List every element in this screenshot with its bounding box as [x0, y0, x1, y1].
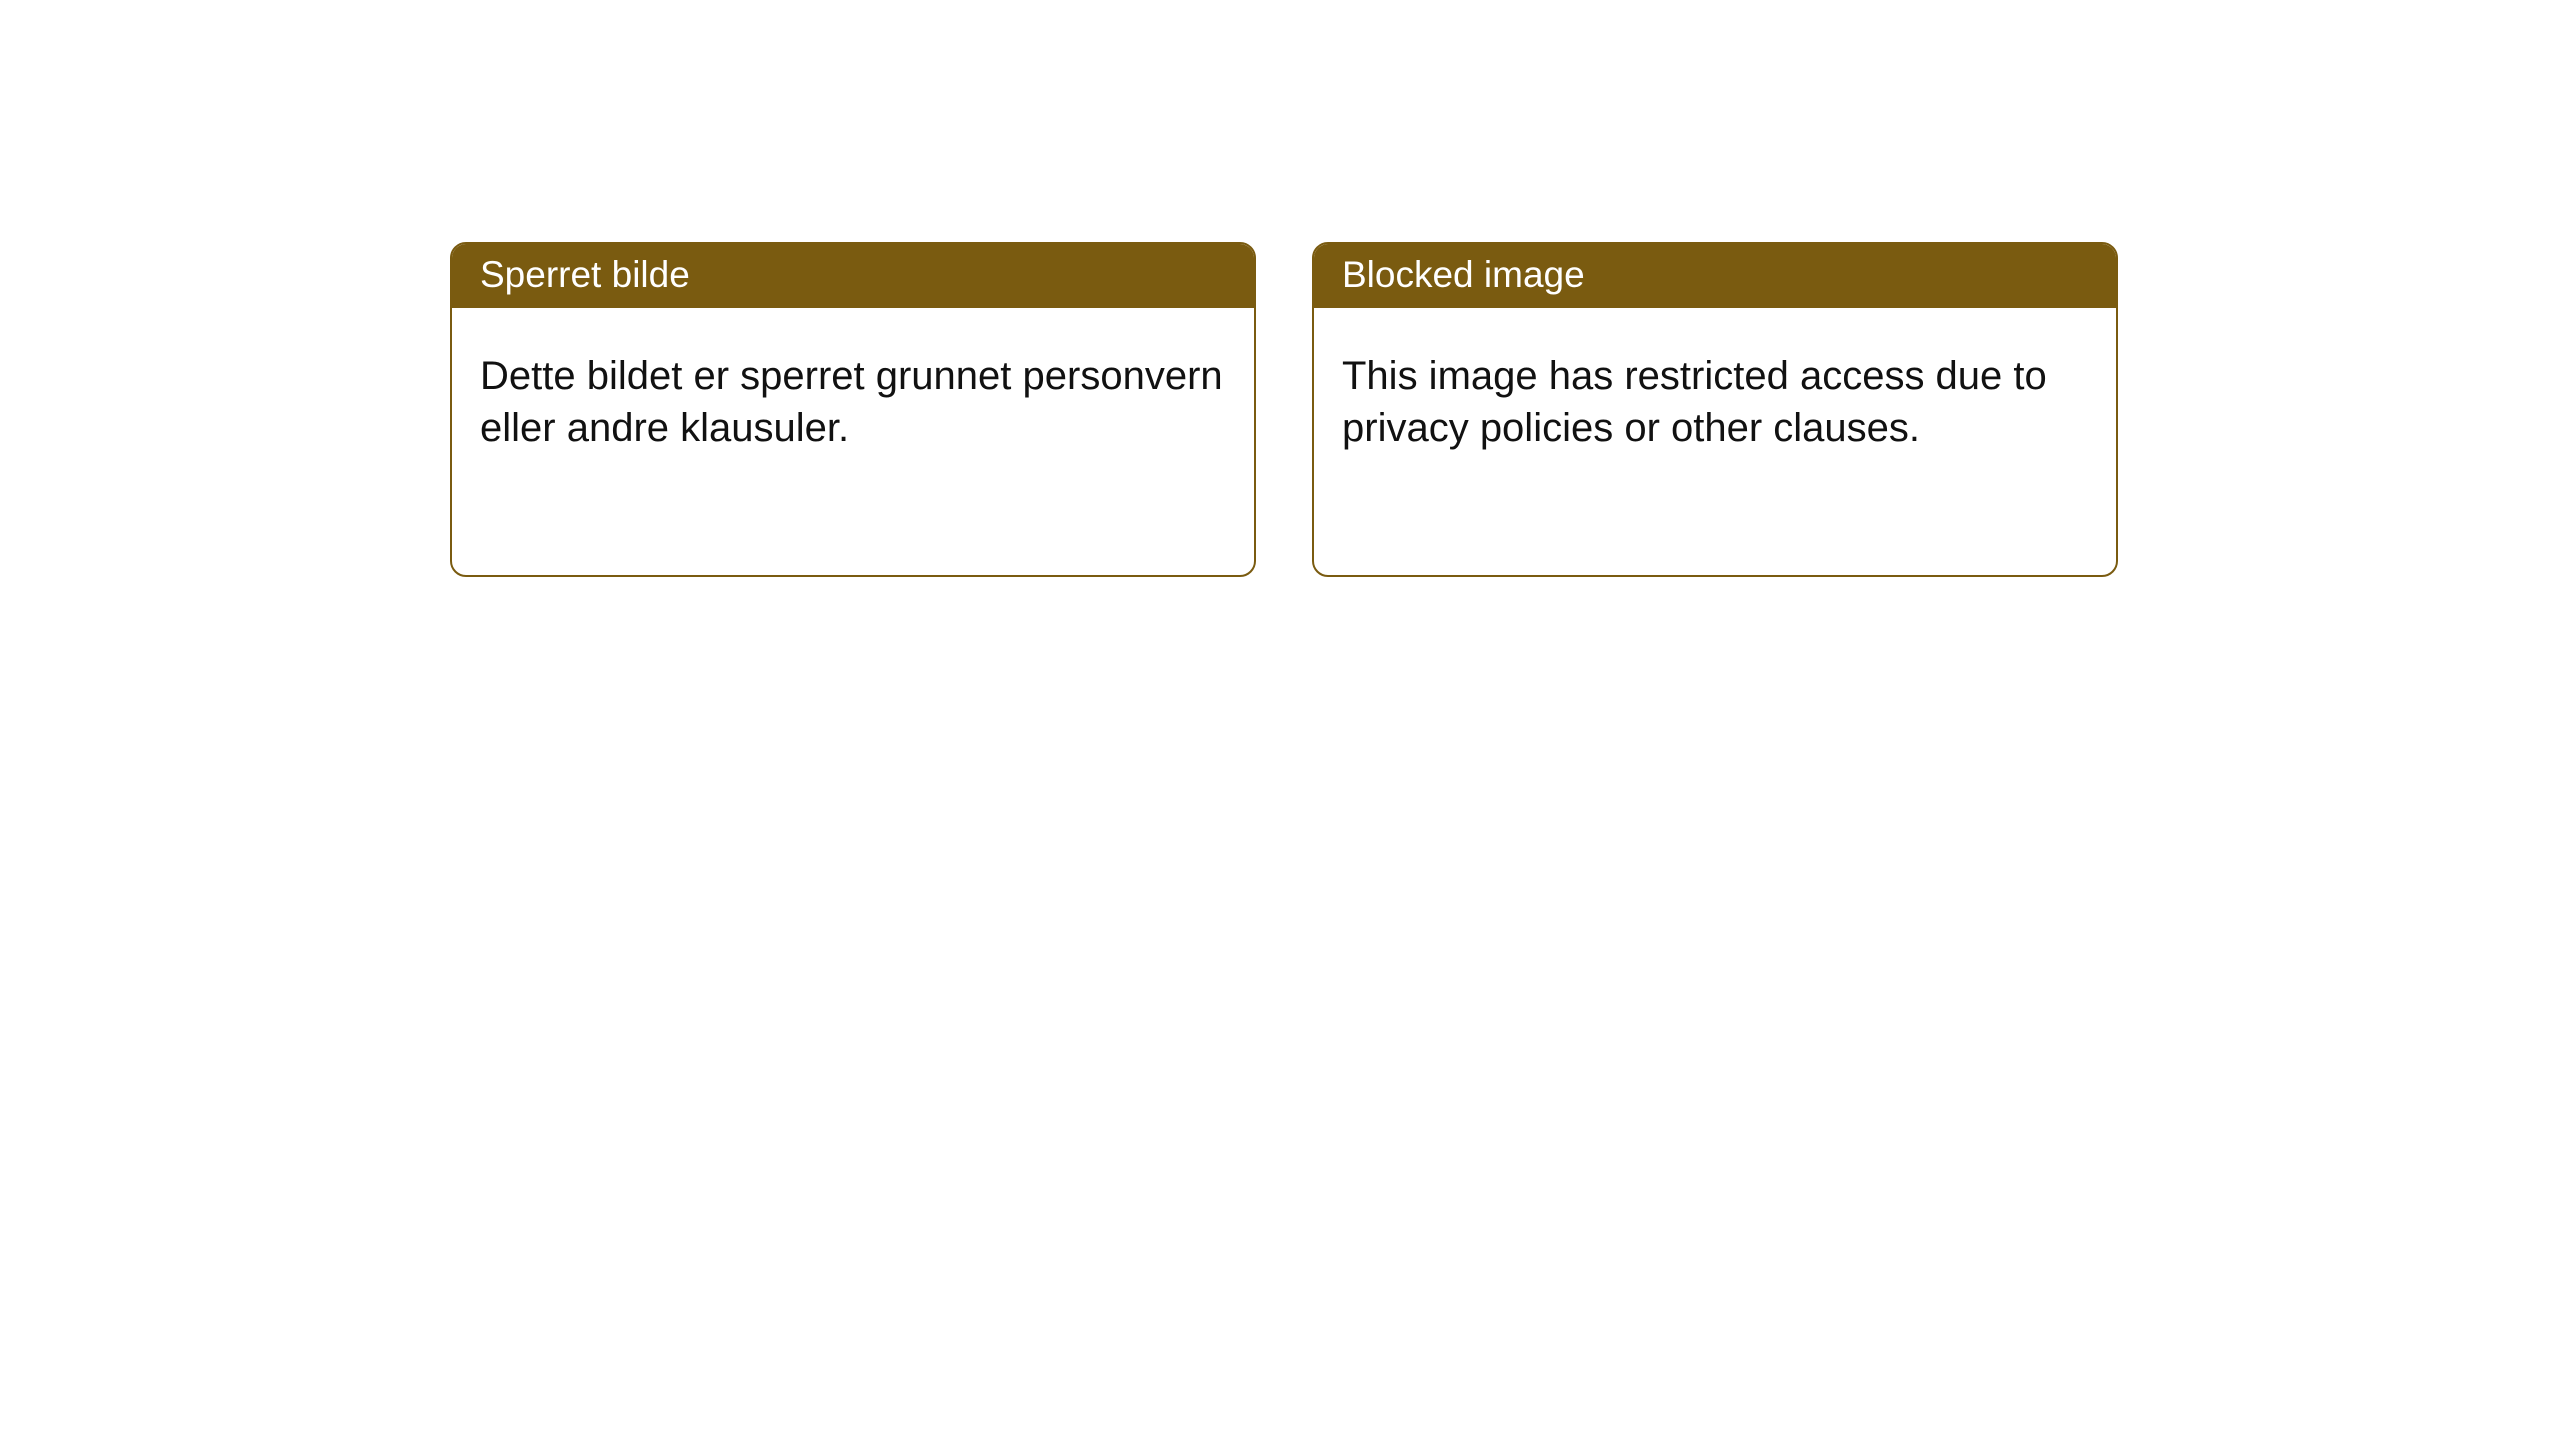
- card-title-no: Sperret bilde: [480, 254, 690, 295]
- card-body-text-no: Dette bildet er sperret grunnet personve…: [480, 354, 1223, 450]
- card-body-en: This image has restricted access due to …: [1314, 308, 2116, 482]
- card-body-no: Dette bildet er sperret grunnet personve…: [452, 308, 1254, 482]
- blocked-image-card-no: Sperret bilde Dette bildet er sperret gr…: [450, 242, 1256, 577]
- card-body-text-en: This image has restricted access due to …: [1342, 354, 2047, 450]
- card-header-no: Sperret bilde: [452, 244, 1254, 308]
- blocked-image-card-en: Blocked image This image has restricted …: [1312, 242, 2118, 577]
- card-title-en: Blocked image: [1342, 254, 1585, 295]
- cards-container: Sperret bilde Dette bildet er sperret gr…: [0, 0, 2560, 577]
- card-header-en: Blocked image: [1314, 244, 2116, 308]
